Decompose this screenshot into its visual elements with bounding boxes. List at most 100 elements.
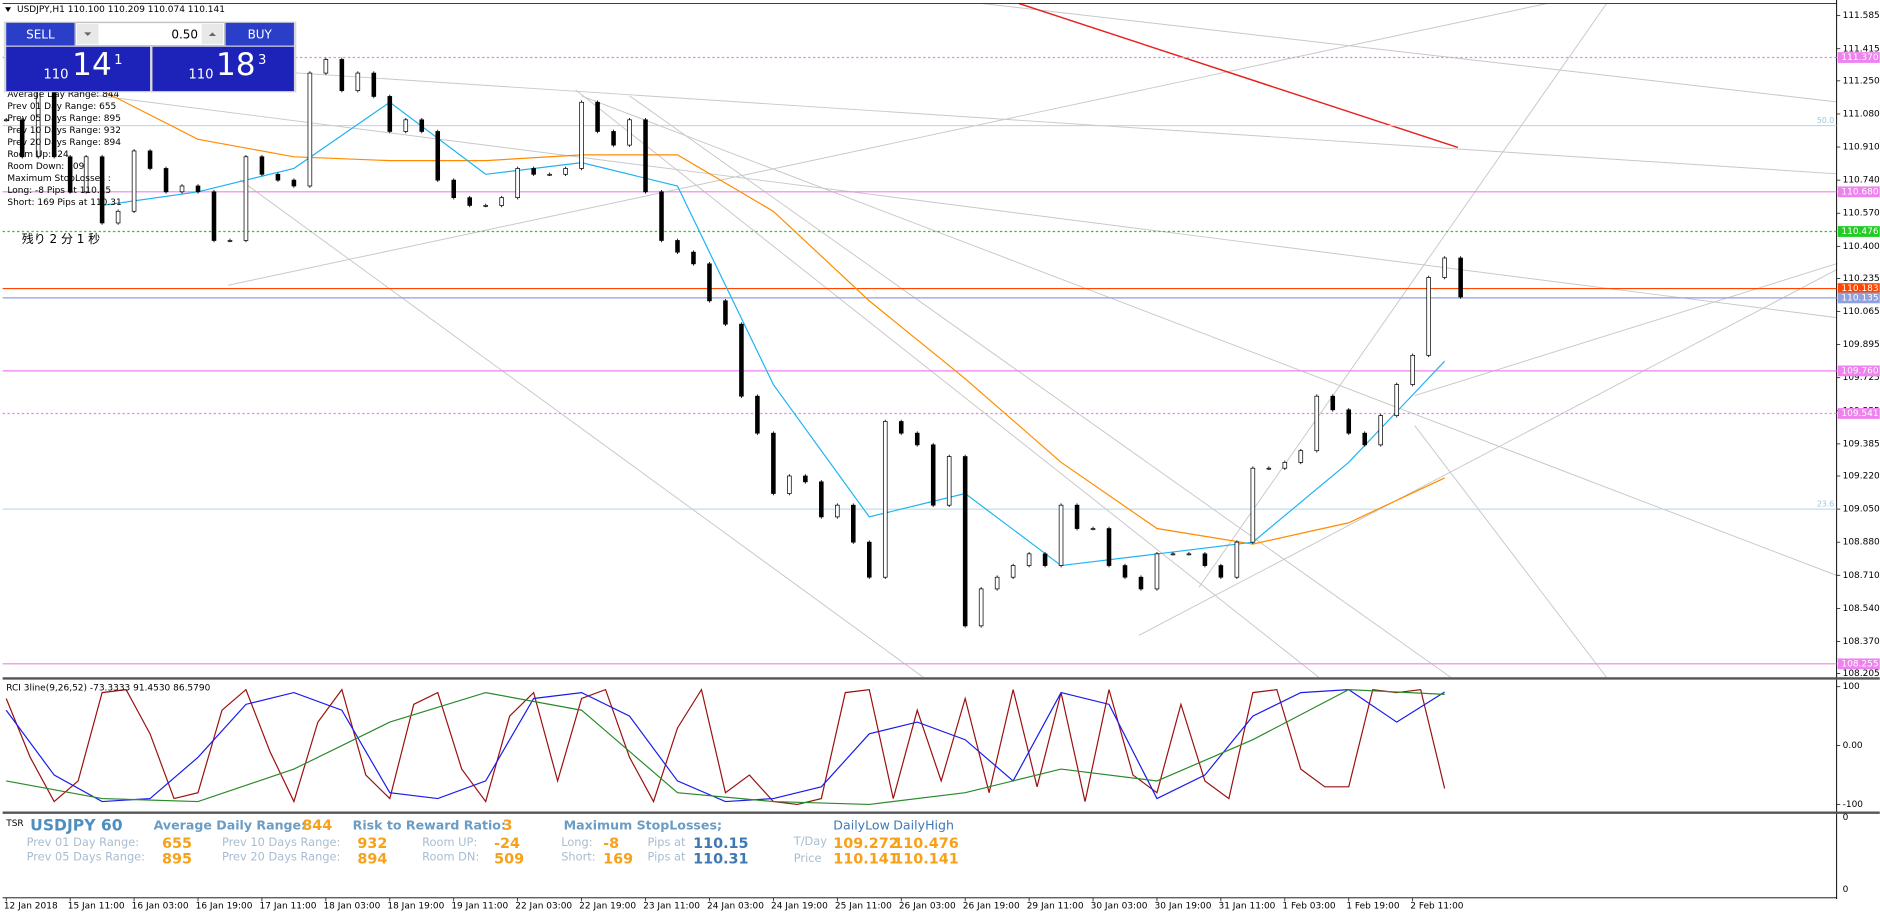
level-tag — [1837, 365, 1880, 377]
candle — [914, 432, 920, 446]
x-tick-label: 1 Feb 03:00 — [1282, 902, 1336, 912]
candle — [515, 168, 520, 199]
tsr-label: DailyHigh — [893, 817, 954, 832]
candle — [259, 156, 265, 175]
y-tick-label: 108.540 — [1843, 604, 1880, 614]
candle — [243, 156, 249, 241]
tsr-value: 110.476 — [893, 836, 958, 852]
overlay-stat: Maximum StopLosses : — [7, 174, 110, 184]
y-tick-label: 109.050 — [1843, 505, 1880, 515]
candle — [659, 191, 664, 241]
candle — [1138, 576, 1144, 590]
tsr-label: Room DN: — [422, 850, 479, 864]
indicator-line — [5, 688, 1445, 803]
candle — [611, 131, 616, 146]
tsr-value: 3 — [502, 818, 512, 834]
overlay-stat: Long: -8 Pips at 110.15 — [7, 186, 111, 196]
price-main: 14 — [72, 47, 112, 83]
overlay-stat: Room Up: -24 — [7, 150, 69, 160]
candle — [211, 191, 217, 241]
candle — [19, 119, 25, 158]
sell-price-box[interactable] — [6, 46, 151, 92]
candle — [131, 150, 137, 212]
candle — [707, 263, 712, 302]
overlay-stat: Room Down: 509 — [7, 162, 84, 172]
candle — [819, 481, 824, 518]
x-tick-label: 22 Jan 03:00 — [515, 902, 572, 912]
candle — [291, 179, 297, 187]
tsr-label: Long: — [561, 835, 592, 849]
candle — [403, 119, 409, 132]
buy-label: BUY — [248, 27, 273, 41]
tsr-value: 109.272 — [833, 836, 898, 852]
tsr-label: Pips at — [648, 850, 687, 864]
tsr-value: 932 — [357, 836, 387, 852]
candle — [723, 300, 728, 325]
candle — [595, 101, 600, 132]
y-tick-label: 108.370 — [1843, 637, 1880, 647]
x-tick-label: 24 Jan 19:00 — [771, 902, 828, 912]
candle — [930, 444, 936, 506]
candle — [579, 101, 584, 169]
candle — [227, 240, 233, 242]
candle — [1234, 541, 1240, 578]
tsr-panel: TSR USDJPY 60 Average Daily Range: 844 R… — [5, 813, 1848, 895]
price-fraction: 3 — [258, 53, 266, 68]
tsr-label: Maximum StopLosses; — [564, 817, 722, 832]
y-tick-label: 108.880 — [1843, 538, 1880, 548]
tsr-label: Average Daily Range: — [154, 817, 306, 832]
candle — [1282, 462, 1288, 469]
y-tick-label: 109.385 — [1843, 439, 1880, 449]
sell-button[interactable] — [6, 22, 75, 46]
y-tick-label: 111.585 — [1843, 11, 1880, 21]
candle — [898, 421, 904, 434]
candle — [978, 588, 984, 627]
tsr-value: -24 — [494, 836, 520, 852]
tsr-value: 844 — [302, 818, 332, 834]
y-tick-label: 111.080 — [1843, 109, 1880, 119]
lot-field[interactable] — [75, 22, 225, 46]
price-prefix: 110 — [43, 67, 68, 82]
candle — [531, 168, 536, 175]
tsr-value: 895 — [162, 851, 192, 867]
candle — [499, 197, 504, 206]
candle — [1154, 553, 1160, 590]
candle — [1218, 565, 1224, 578]
candle — [1106, 528, 1112, 566]
candle — [994, 576, 1000, 590]
y-tick-label: 110.910 — [1843, 143, 1880, 153]
tsr-tag: TSR — [5, 819, 23, 829]
candle — [1186, 553, 1192, 556]
x-tick-label: 26 Jan 19:00 — [963, 902, 1020, 912]
candle — [627, 119, 632, 146]
buy-price-box[interactable] — [152, 46, 294, 92]
x-tick-label: 16 Jan 19:00 — [196, 902, 253, 912]
candle — [339, 59, 345, 91]
x-tick-label: 30 Jan 19:00 — [1155, 902, 1212, 912]
buy-button[interactable] — [225, 22, 294, 46]
candle — [1378, 415, 1383, 446]
tsr-symbol: USDJPY 60 — [30, 816, 123, 834]
candle — [163, 168, 169, 193]
x-tick-label: 18 Jan 03:00 — [323, 902, 380, 912]
tsr-value: 894 — [357, 851, 387, 867]
candle — [1458, 257, 1463, 298]
y-tick-label: 110.065 — [1843, 307, 1880, 317]
candle — [1362, 432, 1368, 446]
candle — [1122, 565, 1128, 578]
tsr-value: 169 — [603, 851, 633, 867]
x-tick-label: 2 Feb 11:00 — [1410, 902, 1464, 912]
icon — [5, 7, 12, 12]
level-label: 110.135 — [1841, 293, 1878, 303]
candle — [323, 59, 329, 74]
candle — [371, 72, 377, 97]
level-label: 110.476 — [1841, 227, 1878, 237]
level-tag — [1837, 408, 1880, 419]
overlay-stats: Average Day Range: 844 Prev 01 Day Range… — [7, 90, 121, 246]
y-tick-label: -100 — [1843, 800, 1864, 810]
candle — [1090, 528, 1096, 530]
x-tick-label: 31 Jan 11:00 — [1218, 902, 1275, 912]
level-label: 111.370 — [1841, 53, 1878, 63]
x-tick-label: 29 Jan 11:00 — [1027, 902, 1084, 912]
level-tag — [1837, 292, 1880, 304]
